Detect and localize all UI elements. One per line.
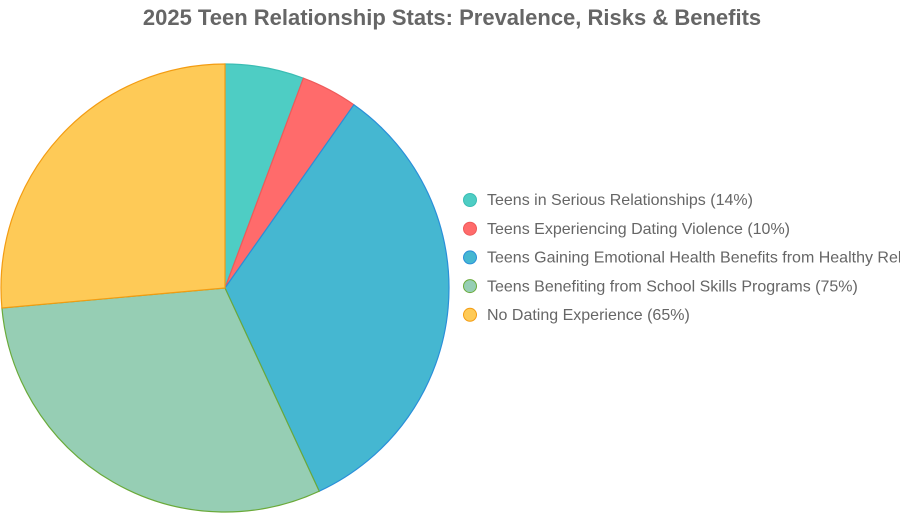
legend-label: No Dating Experience (65%): [487, 307, 690, 324]
pie-slice: [1, 287, 321, 513]
pie-slice: [224, 103, 450, 493]
legend-label: Teens Gaining Emotional Health Benefits …: [487, 250, 900, 267]
legend-marker: [463, 193, 477, 207]
legend-marker: [463, 307, 477, 322]
legend-marker: [463, 250, 477, 265]
chart-title: 2025 Teen Relationship Stats: Prevalence…: [143, 5, 761, 30]
legend-marker: [463, 221, 477, 236]
legend-marker: [463, 279, 477, 294]
legend-label: Teens in Serious Relationships (14%): [487, 192, 753, 209]
legend-label: Teens Experiencing Dating Violence (10%): [487, 221, 790, 238]
legend-label: Teens Benefiting from School Skills Prog…: [487, 278, 858, 295]
pie-slice: [0, 63, 226, 309]
